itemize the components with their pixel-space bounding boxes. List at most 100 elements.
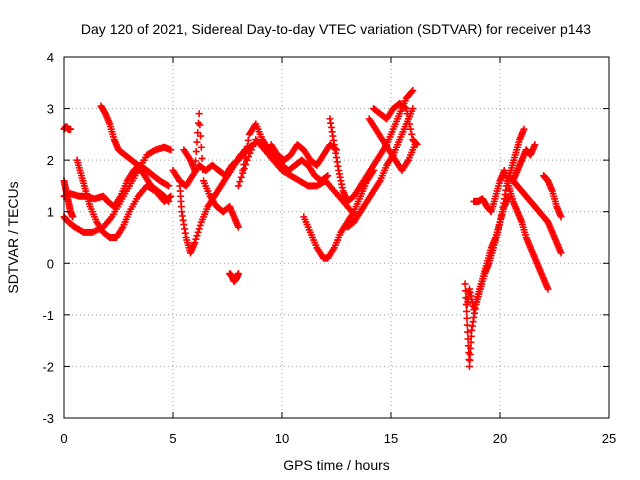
data-point <box>167 192 175 200</box>
data-point <box>199 166 207 174</box>
y-tick-label: 3 <box>47 102 54 117</box>
data-point <box>196 221 204 229</box>
data-point <box>243 156 251 164</box>
data-point <box>196 121 204 129</box>
data-point <box>247 146 255 154</box>
data-point <box>409 105 417 113</box>
data-point <box>192 148 200 156</box>
y-axis-label: SDTVAR / TECUs <box>5 181 21 293</box>
chart-title: Day 120 of 2021, Sidereal Day-to-day VTE… <box>81 21 591 37</box>
series-track-e <box>60 123 75 133</box>
data-point <box>466 356 474 364</box>
data-point <box>467 338 475 346</box>
data-point <box>67 125 75 133</box>
series-track-c <box>97 102 173 205</box>
data-point <box>401 104 409 112</box>
y-tick-label: -1 <box>42 308 54 323</box>
series-track-d <box>73 156 175 241</box>
y-tick-label: 0 <box>47 256 54 271</box>
data-point <box>402 105 410 113</box>
x-tick-label: 5 <box>169 431 176 446</box>
data-point <box>465 362 473 370</box>
data-point <box>408 130 416 138</box>
data-point <box>195 110 203 118</box>
series-track-w <box>509 141 539 185</box>
series-track-t <box>463 192 513 314</box>
data-point <box>531 141 539 149</box>
data-point <box>404 115 412 123</box>
data-point <box>544 285 552 293</box>
series-track-r <box>370 99 421 149</box>
data-point <box>413 141 421 149</box>
series-track-m <box>267 141 340 169</box>
data-point <box>242 160 250 168</box>
data-point <box>520 125 528 133</box>
series-track-j <box>226 270 242 285</box>
data-point <box>467 344 475 352</box>
data-point <box>234 270 242 278</box>
y-tick-label: -3 <box>42 411 54 426</box>
series-track-u <box>470 166 552 293</box>
data-point <box>191 239 199 247</box>
series-track-h <box>169 141 258 190</box>
series-track-f <box>60 177 77 221</box>
x-tick-label: 10 <box>275 431 289 446</box>
data-point <box>403 110 411 118</box>
data-point <box>234 223 242 231</box>
data-point <box>461 287 469 295</box>
data-point <box>193 232 201 240</box>
data-point <box>409 87 417 95</box>
data-point <box>240 165 248 173</box>
data-point <box>249 142 257 150</box>
series-track-l <box>234 136 356 216</box>
data-point <box>324 172 332 180</box>
series-track-i <box>180 110 242 231</box>
data-point <box>244 136 252 144</box>
data-point <box>463 314 471 322</box>
data-point <box>69 213 77 221</box>
data-point <box>194 228 202 236</box>
data-point <box>234 182 242 190</box>
series-track-v <box>505 172 565 257</box>
x-tick-label: 20 <box>493 431 507 446</box>
x-tick-label: 15 <box>384 431 398 446</box>
data-point <box>167 146 175 154</box>
data-point <box>165 182 173 190</box>
data-point <box>245 153 253 161</box>
data-point <box>242 148 250 156</box>
data-point <box>239 169 247 177</box>
data-point <box>193 138 201 146</box>
data-point <box>466 350 474 358</box>
data-point <box>163 181 171 189</box>
data-point <box>557 249 565 257</box>
data-point <box>463 307 471 315</box>
data-point <box>246 149 254 157</box>
data-point <box>195 225 203 233</box>
data-point <box>461 280 469 288</box>
data-point <box>236 178 244 186</box>
y-tick-label: -2 <box>42 359 54 374</box>
plot-frame <box>63 56 610 419</box>
data-point <box>191 166 199 174</box>
data-point <box>323 172 331 180</box>
x-tick-label: 25 <box>602 431 616 446</box>
data-point <box>407 125 415 133</box>
data-point <box>192 157 200 165</box>
data-point <box>557 213 565 221</box>
data-point <box>198 154 206 162</box>
x-axis-label: GPS time / hours <box>283 457 390 473</box>
data-points <box>60 87 565 370</box>
data-point <box>197 132 205 140</box>
data-point <box>463 321 471 329</box>
series-track-x <box>540 172 565 221</box>
y-tick-label: 1 <box>47 205 54 220</box>
data-point <box>237 173 245 181</box>
data-point <box>464 328 472 336</box>
data-point <box>408 88 416 96</box>
y-tick-label: 2 <box>47 153 54 168</box>
x-tick-label: 0 <box>60 431 67 446</box>
data-point <box>192 235 200 243</box>
y-tick-label: 4 <box>47 50 54 65</box>
data-point <box>467 332 475 340</box>
